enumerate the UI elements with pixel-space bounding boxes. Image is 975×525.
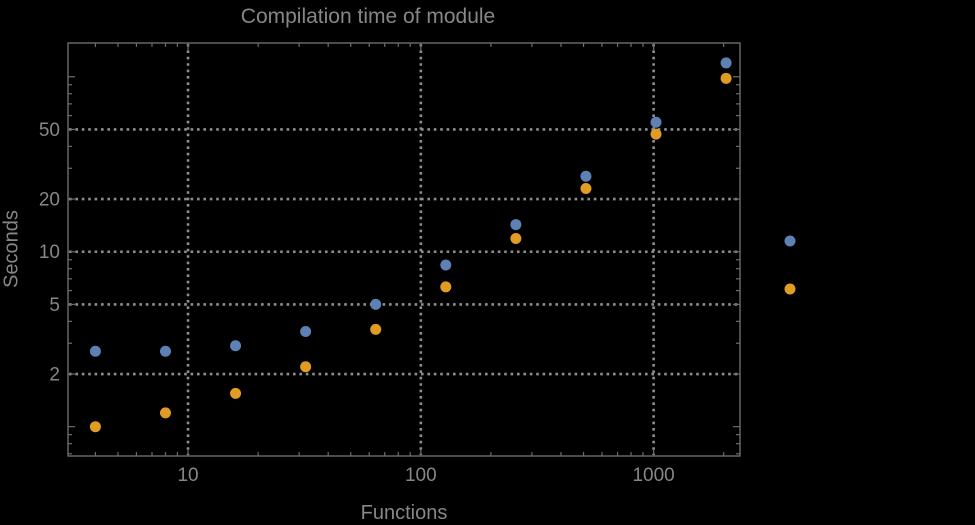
data-point [440, 281, 452, 293]
data-point [650, 128, 662, 140]
data-point [89, 421, 101, 433]
data-point [300, 361, 312, 373]
data-point [440, 259, 452, 271]
data-point [300, 326, 312, 338]
data-point [370, 298, 382, 310]
data-point [510, 233, 522, 245]
legend [784, 235, 796, 295]
data-point [159, 345, 171, 357]
data-point [650, 116, 662, 128]
chart-title: Compilation time of module [240, 5, 496, 28]
data-point [580, 182, 592, 194]
y-tick-label: 5 [49, 295, 60, 316]
data-point [720, 72, 732, 84]
data-point [230, 387, 242, 399]
legend-marker [784, 235, 796, 247]
y-tick-label: 20 [39, 190, 60, 211]
data-point [720, 57, 732, 69]
x-tick-label: 100 [405, 465, 437, 486]
x-tick-label: 10 [177, 465, 198, 486]
data-point [580, 170, 592, 182]
legend-marker [784, 283, 796, 295]
y-tick-label: 2 [49, 365, 60, 386]
data-point [370, 323, 382, 335]
series-1-blue [89, 57, 732, 357]
data-point [89, 345, 101, 357]
tick-labels: 10 100 1000 2 5 10 20 50 [39, 120, 675, 486]
series-2-orange [89, 72, 732, 433]
x-tick-label: 1000 [632, 465, 674, 486]
x-axis-label: Functions [360, 502, 448, 524]
data-point [230, 340, 242, 352]
data-point [510, 219, 522, 231]
axis-ticks [68, 43, 740, 456]
data-point [159, 407, 171, 419]
grid-lines [69, 44, 739, 455]
y-tick-label: 50 [39, 120, 60, 141]
plot-frame [67, 42, 741, 457]
y-axis-label: Seconds [0, 210, 23, 288]
y-tick-label: 10 [39, 242, 60, 263]
